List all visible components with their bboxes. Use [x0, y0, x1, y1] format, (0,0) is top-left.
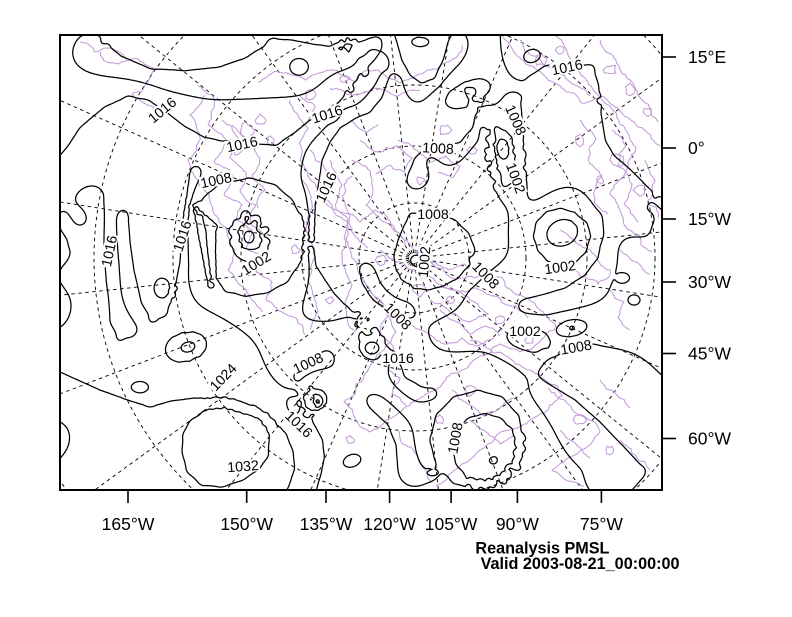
svg-text:45°W: 45°W [688, 344, 731, 364]
svg-text:105°W: 105°W [425, 514, 478, 534]
svg-text:1008: 1008 [445, 421, 466, 455]
svg-text:165°W: 165°W [102, 514, 155, 534]
svg-text:Valid 2003-08-21_00:00:00: Valid 2003-08-21_00:00:00 [481, 555, 680, 573]
svg-text:1002: 1002 [543, 258, 577, 278]
svg-text:15°E: 15°E [688, 47, 726, 67]
svg-text:0°: 0° [688, 138, 705, 158]
svg-text:60°W: 60°W [688, 429, 731, 449]
svg-text:1032: 1032 [227, 458, 260, 476]
svg-text:30°W: 30°W [688, 272, 731, 292]
svg-text:90°W: 90°W [496, 514, 539, 534]
svg-text:15°W: 15°W [688, 209, 731, 229]
svg-text:1008: 1008 [199, 170, 233, 192]
svg-text:1016: 1016 [550, 57, 584, 79]
svg-text:1002: 1002 [416, 246, 435, 279]
svg-text:135°W: 135°W [300, 514, 353, 534]
svg-text:150°W: 150°W [220, 514, 273, 534]
svg-text:1008: 1008 [559, 337, 593, 358]
svg-text:75°W: 75°W [580, 514, 623, 534]
svg-text:1016: 1016 [225, 134, 259, 156]
svg-text:1008: 1008 [422, 140, 454, 158]
svg-text:1016: 1016 [382, 351, 414, 367]
svg-text:1002: 1002 [509, 324, 541, 340]
svg-text:Reanalysis PMSL: Reanalysis PMSL [475, 540, 609, 558]
svg-text:120°W: 120°W [363, 514, 416, 534]
svg-text:1008: 1008 [417, 207, 449, 223]
svg-text:1016: 1016 [99, 234, 121, 268]
